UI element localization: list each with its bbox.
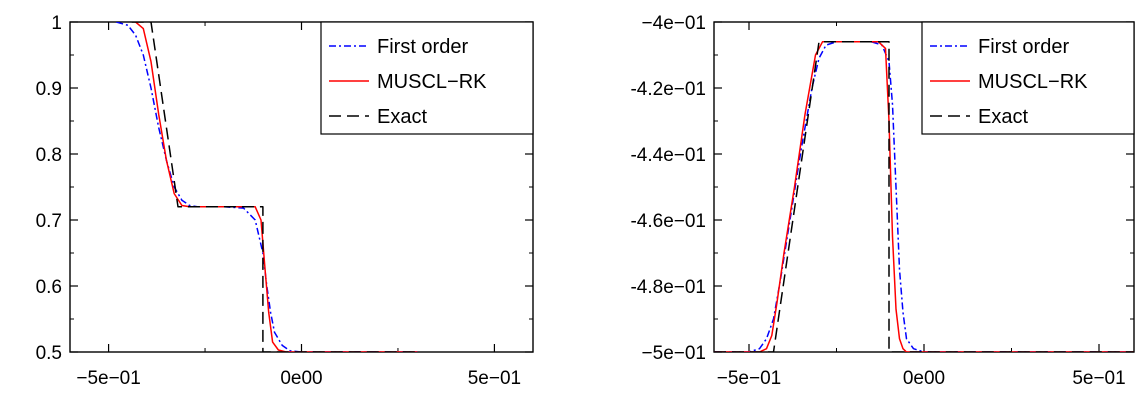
chart-right: −5e−01 -4.8e−01 -4.6e−01 -4.4e−01 -4.2e−01 −4… — [630, 13, 1135, 389]
left-x-tick-label: 0e00 — [280, 368, 322, 389]
left-y-tick-label: 0.5 — [36, 343, 62, 364]
chart-left: 0.5 0.6 0.7 0.8 0.9 1 −5e−01 0e00 5e−01 First ord… — [36, 13, 534, 389]
left-y-tick-label: 1 — [51, 13, 62, 34]
right-y-tick-label: −4e−01 — [642, 13, 706, 34]
right-y-tick-label: -4.8e−01 — [630, 277, 706, 298]
right-legend-label: Exact — [978, 106, 1028, 128]
right-legend-label: First order — [978, 36, 1069, 58]
right-legend-label: MUSCL−RK — [978, 71, 1088, 93]
right-y-tick-label: −5e−01 — [642, 343, 706, 364]
left-legend-label: First order — [377, 36, 468, 58]
left-y-tick-label: 0.8 — [36, 145, 62, 166]
left-y-tick-label: 0.9 — [36, 79, 62, 100]
left-series-group — [116, 22, 418, 352]
right-x-tick-label: 0e00 — [903, 368, 945, 389]
right-y-tick-label: -4.2e−01 — [630, 79, 706, 100]
right-y-tick-label: -4.6e−01 — [630, 211, 706, 232]
right-x-tick-label: −5e−01 — [717, 368, 781, 389]
left-legend-label: MUSCL−RK — [377, 71, 487, 93]
right-x-tick-label: 5e−01 — [1072, 368, 1125, 389]
left-y-tick-label: 0.6 — [36, 277, 62, 298]
right-y-tick-label: -4.4e−01 — [630, 145, 706, 166]
left-x-tick-label: 5e−01 — [468, 368, 521, 389]
right-series-group — [714, 41, 1134, 352]
left-legend-label: Exact — [377, 106, 427, 128]
left-y-tick-label: 0.7 — [36, 211, 62, 232]
right-series-line-solid — [714, 41, 1134, 352]
left-x-tick-label: −5e−01 — [76, 368, 140, 389]
